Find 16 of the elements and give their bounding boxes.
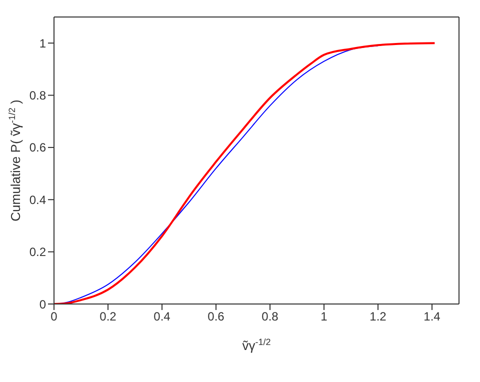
x-tick-label: 1 bbox=[320, 310, 328, 324]
x-tick-label: 0.2 bbox=[100, 310, 117, 324]
y-tick-label: 0 bbox=[39, 297, 46, 312]
x-tick-label: 0.8 bbox=[262, 310, 279, 324]
y-tick-label: 1 bbox=[39, 36, 46, 50]
y-tick-label: 0.4 bbox=[29, 192, 46, 207]
y-tick-label: 0.6 bbox=[29, 140, 46, 155]
y-tick-label: 0.2 bbox=[29, 245, 46, 260]
x-tick-label: 1.2 bbox=[370, 310, 387, 324]
x-tick-label: 0.6 bbox=[208, 310, 225, 324]
line-series bbox=[54, 42, 436, 304]
y-tick-label: 0.8 bbox=[29, 88, 46, 103]
x-tick-label: 0 bbox=[50, 310, 58, 324]
x-tick-label: 1.4 bbox=[424, 310, 441, 324]
x-axis-title: ṽγ$^{-1/2}$ bbox=[242, 337, 271, 353]
x-tick-label: 0.4 bbox=[154, 310, 171, 324]
